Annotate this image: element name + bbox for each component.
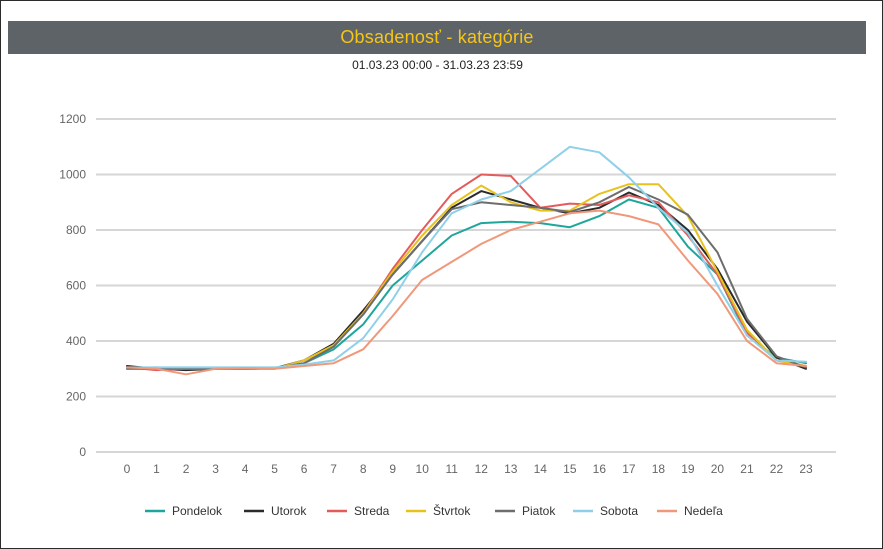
x-tick-label: 11 xyxy=(446,462,459,476)
x-tick-label: 9 xyxy=(389,462,396,476)
x-tick-label: 21 xyxy=(740,462,754,476)
legend-label: Pondelok xyxy=(172,504,223,518)
y-tick-label: 400 xyxy=(66,334,86,348)
series-lines xyxy=(126,145,807,376)
x-tick-label: 7 xyxy=(330,462,337,476)
legend-label: Utorok xyxy=(271,504,307,518)
x-tick-label: 23 xyxy=(799,462,813,476)
y-tick-label: 1000 xyxy=(59,168,86,182)
series-line-Utorok[interactable] xyxy=(126,190,807,372)
x-tick-label: 15 xyxy=(563,462,577,476)
x-tick-label: 4 xyxy=(242,462,249,476)
legend-item-Pondelok[interactable]: Pondelok xyxy=(145,504,223,518)
chart-title: Obsadenosť - kategórie xyxy=(340,27,534,47)
x-tick-label: 10 xyxy=(416,462,430,476)
x-tick-label: 22 xyxy=(770,462,784,476)
legend-item-Piatok[interactable]: Piatok xyxy=(495,504,556,518)
title-bar: Obsadenosť - kategórie xyxy=(8,21,866,54)
legend-label: Streda xyxy=(354,504,390,518)
legend-item-Utorok[interactable]: Utorok xyxy=(244,504,307,518)
legend[interactable]: Pondelok Utorok Streda Štvrtok Piatok Sobota N… xyxy=(145,503,723,518)
x-tick-label: 6 xyxy=(301,462,308,476)
series-line-Pondelok[interactable] xyxy=(126,198,807,370)
series-line-Nedeľa[interactable] xyxy=(126,209,807,376)
legend-item-Streda[interactable]: Streda xyxy=(327,504,390,518)
legend-label: Sobota xyxy=(600,504,638,518)
x-tick-label: 3 xyxy=(212,462,219,476)
x-tick-label: 5 xyxy=(271,462,278,476)
legend-label: Nedeľa xyxy=(684,504,723,518)
y-tick-label: 800 xyxy=(66,223,86,237)
x-tick-label: 12 xyxy=(475,462,489,476)
y-tick-label: 0 xyxy=(79,445,86,459)
x-tick-label: 16 xyxy=(593,462,607,476)
x-tick-label: 1 xyxy=(153,462,160,476)
legend-label: Štvrtok xyxy=(433,503,471,518)
x-tick-label: 0 xyxy=(124,462,131,476)
x-tick-label: 19 xyxy=(681,462,695,476)
x-tick-label: 13 xyxy=(504,462,518,476)
x-tick-label: 14 xyxy=(534,462,548,476)
y-tick-label: 200 xyxy=(66,390,86,404)
x-tick-label: 20 xyxy=(711,462,725,476)
legend-item-Nedeľa[interactable]: Nedeľa xyxy=(657,504,723,518)
x-tick-label: 18 xyxy=(652,462,666,476)
date-range: 01.03.23 00:00 - 31.03.23 23:59 xyxy=(352,58,523,72)
x-axis: 0 1 2 3 4 5 6 7 8 9 10 11 12 13 14 15 16 17 18 19 20 21 22 23 xyxy=(124,462,813,476)
legend-item-Štvrtok[interactable]: Štvrtok xyxy=(406,503,471,518)
y-tick-label: 600 xyxy=(66,279,86,293)
grid-lines xyxy=(96,118,836,453)
legend-item-Sobota[interactable]: Sobota xyxy=(573,504,638,518)
y-tick-label: 1200 xyxy=(59,112,86,126)
x-tick-label: 17 xyxy=(622,462,636,476)
x-tick-label: 8 xyxy=(360,462,367,476)
y-axis: 0 200 400 600 800 1000 1200 xyxy=(59,112,86,459)
legend-label: Piatok xyxy=(522,504,556,518)
x-tick-label: 2 xyxy=(183,462,190,476)
